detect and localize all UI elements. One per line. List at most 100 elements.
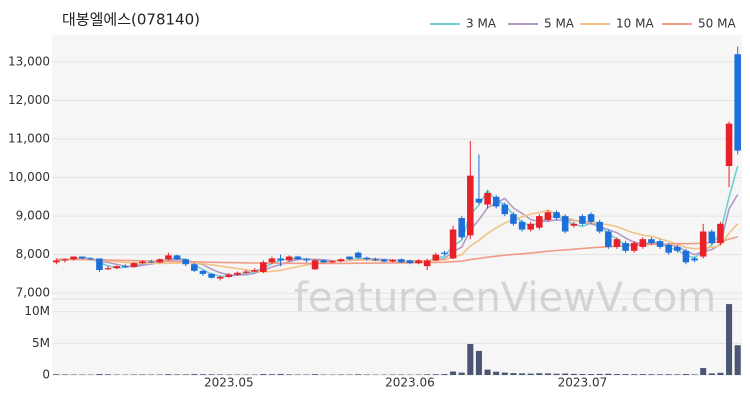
candle-body [88,258,95,259]
candle-body [484,193,491,205]
candle-body [260,262,267,272]
candle-body [148,262,155,263]
volume-bar [597,374,603,375]
candle-body [571,224,578,226]
candle-body [79,257,86,259]
volume-bar [571,374,577,375]
volume-bar [709,373,715,375]
candle-body [355,253,362,258]
volume-bar [269,374,275,375]
volume-bar [476,351,482,375]
volume-bar [226,374,232,375]
volume-bar [726,304,732,375]
candle-body [329,261,336,262]
candle-body [476,199,483,203]
candle-body [614,239,621,247]
candle-body [269,258,276,262]
candle-body [53,260,60,262]
volume-bar [355,374,361,375]
candle-body [165,255,172,259]
volume-bar [165,374,171,375]
candle-body [389,260,396,262]
candle-body [536,216,543,228]
candle-body [338,259,345,261]
volume-bar [579,374,585,375]
candle-body [157,259,164,262]
legend-label: 50 MA [698,17,736,31]
chart-title: 대봉엘에스(078140) [62,11,200,29]
candle-body [303,259,310,260]
candle-body [562,216,569,231]
volume-bar [278,374,284,375]
y-tick-label: 7,000 [16,286,50,300]
candle-body [96,258,103,270]
legend-label: 5 MA [544,17,575,31]
volume-bar [183,374,189,375]
volume-bar [131,374,137,375]
candle-body [717,224,724,243]
candle-body [182,259,189,264]
volume-bar [260,374,266,375]
candle-body [208,274,215,278]
plot-background [52,35,742,375]
candle-body [622,243,629,251]
volume-bar [536,373,542,375]
candle-body [579,216,586,224]
candle-body [398,259,405,262]
candle-body [122,266,129,267]
candle-body [665,245,672,253]
candle-body [312,260,319,269]
candle-body [450,230,457,259]
candle-body [553,212,560,218]
candle-body [407,260,414,263]
y-tick-label: 10,000 [8,170,50,184]
volume-bar [674,374,680,375]
volume-bar [502,373,508,375]
candle-body [415,260,422,263]
candle-body [234,273,241,275]
legend-label: 10 MA [616,17,654,31]
candle-body [251,270,258,272]
volume-bar [191,374,197,375]
candle-body [683,251,690,263]
volume-bar [640,374,646,375]
volume-bar [312,374,318,375]
candle-body [320,260,327,262]
volume-bar [648,374,654,375]
candle-body [493,197,500,207]
volume-bar [105,374,111,375]
volume-bar [605,374,611,375]
candle-body [640,239,647,247]
candle-body [709,232,716,244]
volume-bar [53,374,59,375]
y-tick-label: 10M [24,304,50,318]
volume-bar [683,374,689,375]
volume-bar [623,374,629,375]
candle-body [346,257,353,260]
volume-bar [433,374,439,375]
candle-body [588,214,595,222]
candle-body [527,224,534,230]
candle-body [200,271,207,274]
volume-bar [459,373,465,375]
volume-bar [657,374,663,375]
volume-bar [71,374,77,375]
candle-body [174,255,181,259]
candle-body [691,258,698,260]
candle-body [381,260,388,262]
candle-body [295,257,302,260]
candle-body [631,243,638,251]
volume-bar [96,374,102,375]
candle-body [700,232,707,257]
volume-bar [493,372,499,375]
volume-bar [717,373,723,375]
candle-body [502,205,509,215]
volume-bar [364,374,370,375]
volume-bar [200,374,206,375]
volume-bar [140,374,146,375]
candle-body [510,214,517,224]
candle-body [191,264,198,271]
candle-body [70,257,77,260]
volume-bar [554,374,560,375]
